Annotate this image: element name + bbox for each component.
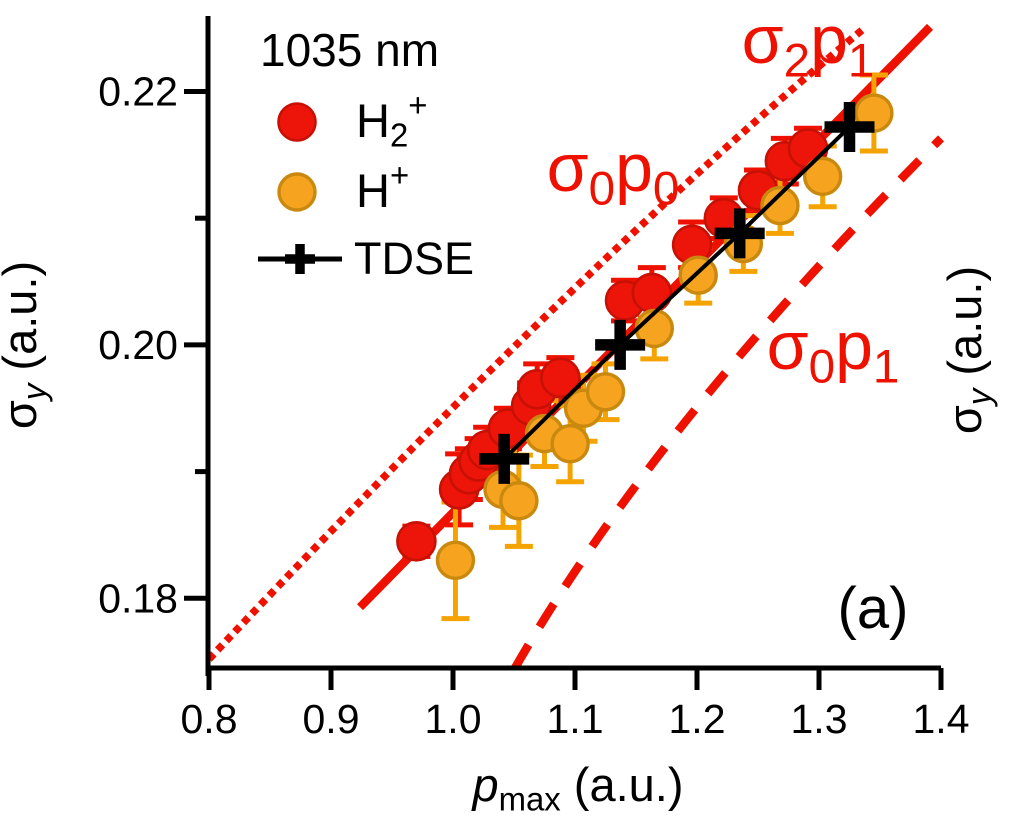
hplus-point xyxy=(760,185,800,226)
legend-label-hplus: H+ xyxy=(356,156,409,217)
legend-label-tdse: TDSE xyxy=(354,233,474,284)
sigma0p1-label: σ0p1 xyxy=(767,308,900,394)
hplus-point xyxy=(499,481,539,521)
hplus-point xyxy=(435,540,476,581)
hplus-point xyxy=(585,372,626,412)
legend-orange-circle-icon xyxy=(277,172,317,212)
tdse-cross-marker xyxy=(479,433,530,484)
y-axis-title-left: σy (a.u.) xyxy=(0,261,52,429)
axes xyxy=(184,16,944,690)
tdse-cross-marker xyxy=(595,319,646,370)
legend xyxy=(258,102,342,274)
sigma0p0-label: σ0p0 xyxy=(547,130,680,216)
panel-label: (a) xyxy=(838,576,909,641)
h2plus-point xyxy=(540,357,581,399)
h2plus-point xyxy=(631,272,673,314)
x-tick-label: 1.4 xyxy=(913,696,970,742)
data-points xyxy=(396,93,894,581)
x-tick-label: 0.8 xyxy=(181,696,238,742)
tdse-cross-marker xyxy=(714,208,765,259)
y-axis-title-right: σy (a.u.) xyxy=(938,266,997,434)
tdse-line xyxy=(502,125,851,461)
x-tick-label: 0.9 xyxy=(303,696,360,742)
legend-red-circle-icon xyxy=(277,102,317,142)
y-tick-label: 0.22 xyxy=(98,68,178,114)
hplus-point xyxy=(550,424,590,464)
x-axis-title: pmax (a.u.) xyxy=(470,758,683,817)
hplus-point xyxy=(802,156,843,197)
x-tick-label: 1.2 xyxy=(669,696,726,742)
x-tick-label: 1.0 xyxy=(425,696,482,742)
legend-cross-icon xyxy=(285,244,315,274)
legend-title: 1035 nm xyxy=(260,24,439,76)
sigma2p1-label: σ2p1 xyxy=(742,2,875,88)
sigma0p0-line xyxy=(206,23,869,662)
legend-label-h2plus: H2+ xyxy=(356,86,427,153)
x-tick-label: 1.1 xyxy=(547,696,604,742)
h2plus-point xyxy=(396,520,437,562)
y-tick-label: 0.18 xyxy=(98,575,178,621)
sigma0p1-line xyxy=(511,135,945,671)
x-tick-label: 1.3 xyxy=(791,696,848,742)
tdse-cross-marker xyxy=(824,101,875,152)
y-tick-label: 0.20 xyxy=(98,322,178,368)
